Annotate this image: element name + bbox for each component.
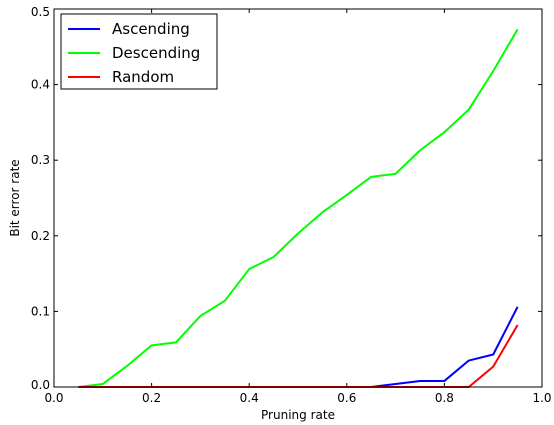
y-tick-label: 0.1 [31, 304, 50, 318]
x-axis-title: Pruning rate [261, 408, 335, 422]
series-line-descending [78, 28, 519, 388]
y-tick-label: 0.4 [31, 78, 50, 92]
legend: Ascending Descending Random [60, 13, 218, 90]
plot-frame [53, 8, 543, 388]
legend-label-random: Random [112, 68, 174, 86]
y-tick-label: 0.5 [31, 5, 50, 19]
legend-label-descending: Descending [112, 44, 200, 62]
x-tick-label: 0.2 [142, 391, 161, 405]
y-tick-label: 0.3 [31, 153, 50, 167]
tick-layer: 0.0 0.2 0.4 0.6 0.8 1.0 0.0 0.1 0.2 0.3 0.4 0.5 [31, 5, 552, 405]
y-tick-label: 0.0 [31, 378, 50, 392]
legend-label-ascending: Ascending [112, 20, 190, 38]
x-tick-label: 1.0 [532, 391, 551, 405]
y-tick-label: 0.2 [31, 229, 50, 243]
x-tick-label: 0.4 [240, 391, 259, 405]
x-tick-label: 0.8 [435, 391, 454, 405]
x-tick-label: 0.6 [337, 391, 356, 405]
x-tick-label: 0.0 [44, 391, 63, 405]
y-axis-title: Bit error rate [8, 159, 22, 236]
